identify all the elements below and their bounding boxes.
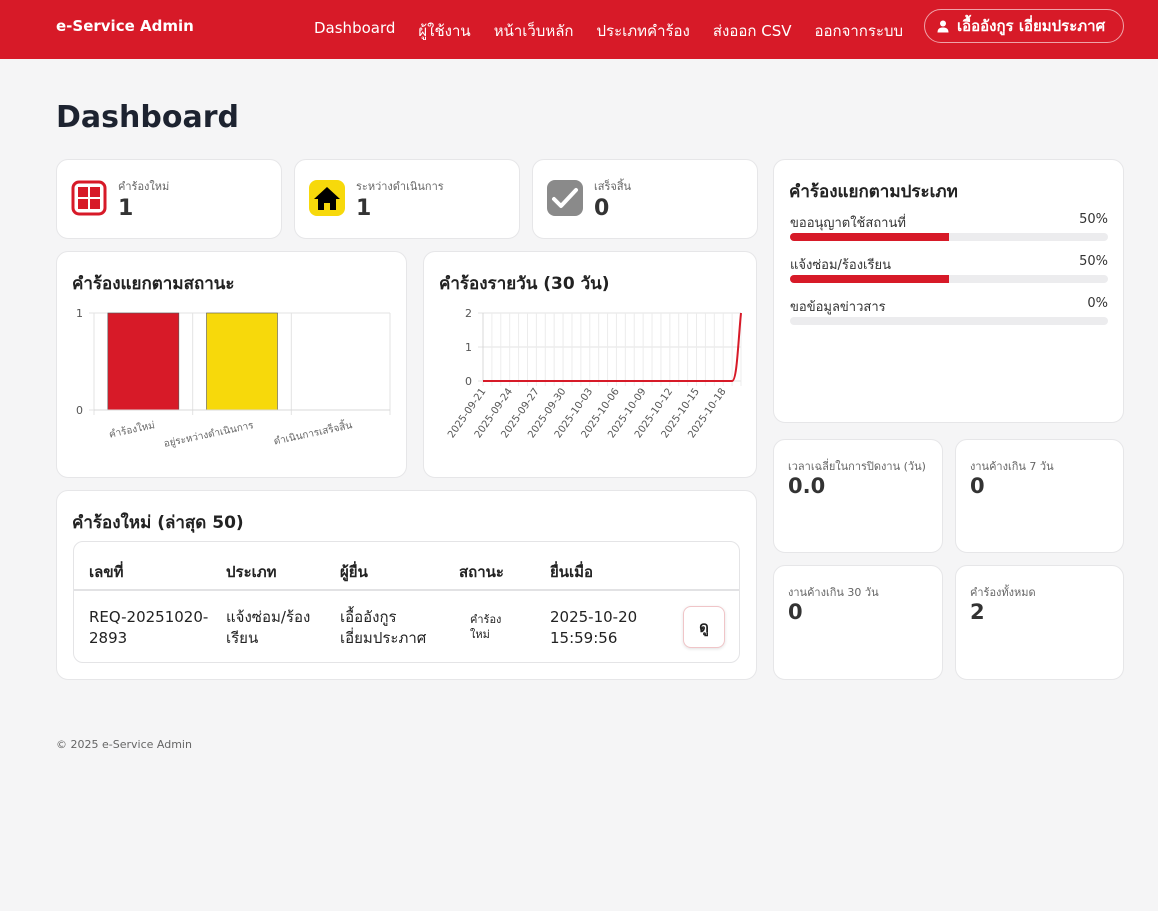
status-chart-title: คำร้องแยกตามสถานะ (72, 274, 235, 294)
category-name: ขอข้อมูลข่าวสาร (790, 300, 886, 315)
category-progress-track (790, 233, 1108, 241)
stat-label: คำร้องใหม่ (118, 180, 170, 193)
metric-value: 0 (970, 474, 985, 498)
metric-value: 0 (788, 600, 803, 624)
brand-logo-text[interactable]: e-Service Admin (56, 17, 194, 35)
metric-label: งานค้างเกิน 30 วัน (788, 586, 879, 599)
column-header-id[interactable]: เลขที่ (89, 563, 124, 581)
cell-type-line2: เรียน (226, 629, 259, 647)
y-tick-label: 2 (465, 307, 472, 320)
cell-submitter-line1: เอื้ออังกูร (340, 608, 397, 626)
grid-icon (71, 180, 107, 216)
cell-id-line1: REQ-20251020- (89, 608, 209, 626)
metric-label: คำร้องทั้งหมด (970, 586, 1036, 599)
category-progress-track (790, 275, 1108, 283)
stat-card-new: คำร้องใหม่ 1 (56, 159, 282, 239)
bar (206, 312, 278, 411)
user-menu-button[interactable]: เอื้ออังกูร เอี่ยมประภาศ (924, 9, 1124, 43)
cell-type: แจ้งซ่อม/ร้อง เรียน (226, 607, 310, 649)
nav-link-logout[interactable]: ออกจากระบบ (814, 22, 904, 40)
stat-value: 0 (594, 196, 610, 221)
categories-title: คำร้องแยกตามประเภท (789, 182, 958, 202)
stat-card-in-progress: ระหว่างดำเนินการ 1 (294, 159, 520, 239)
check-icon (547, 180, 583, 216)
daily-line-chart: 0122025-09-212025-09-242025-09-272025-09… (446, 307, 742, 440)
y-tick-label: 1 (76, 307, 83, 320)
cell-submitted-at: 2025-10-20 15:59:56 (550, 607, 637, 649)
x-tick-label: ดำเนินการเสร็จสิ้น (272, 417, 353, 447)
view-request-button[interactable]: ดู (683, 606, 725, 648)
y-tick-label: 0 (76, 404, 83, 417)
category-percent: 0% (1087, 296, 1108, 311)
category-name: แจ้งซ่อม/ร้องเรียน (790, 258, 891, 273)
category-progress-fill (790, 233, 949, 241)
y-tick-label: 0 (465, 375, 472, 388)
footer-copyright: © 2025 e-Service Admin (56, 738, 192, 751)
home-icon (309, 180, 345, 216)
metric-label: เวลาเฉลี่ยในการปิดงาน (วัน) (788, 460, 926, 473)
cell-id: REQ-20251020- 2893 (89, 607, 208, 649)
top-navbar: e-Service Admin Dashboard ผู้ใช้งาน หน้า… (0, 0, 1158, 59)
metric-card-avg-close: เวลาเฉลี่ยในการปิดงาน (วัน) 0.0 (773, 439, 943, 553)
daily-chart-card: คำร้องรายวัน (30 วัน) 0 1 2 2025-09-21 2025-… (423, 251, 757, 478)
metric-card-overdue-30: งานค้างเกิน 30 วัน 0 (773, 565, 943, 680)
column-header-submitted-at[interactable]: ยื่นเมื่อ (550, 563, 594, 581)
category-row: ขออนุญาตใช้สถานที่ 50% (790, 212, 1108, 241)
stat-card-done: เสร็จสิ้น 0 (532, 159, 758, 239)
cell-submitter-line2: เอี่ยมประภาศ (340, 629, 427, 647)
cell-id-line2: 2893 (89, 629, 128, 647)
cell-date-line2: 15:59:56 (550, 629, 618, 647)
nav-link-homepage[interactable]: หน้าเว็บหลัก (493, 22, 574, 40)
recent-requests-card: คำร้องใหม่ (ล่าสุด 50) เลขที่ ประเภท ผู้… (56, 490, 757, 680)
x-tick-label: อยู่ระหว่างดำเนินการ (163, 420, 255, 450)
bar (107, 312, 180, 411)
metric-value: 0.0 (788, 474, 826, 498)
cell-type-line1: แจ้งซ่อม/ร้อง (226, 608, 311, 626)
nav-link-export-csv[interactable]: ส่งออก CSV (712, 22, 792, 40)
column-header-type[interactable]: ประเภท (226, 563, 277, 581)
requests-table: เลขที่ ประเภท ผู้ยื่น สถานะ ยื่นเมื่อ RE… (73, 541, 740, 663)
category-name: ขออนุญาตใช้สถานที่ (790, 216, 906, 231)
recent-requests-title: คำร้องใหม่ (ล่าสุด 50) (72, 513, 244, 533)
stat-value: 1 (356, 196, 372, 221)
nav-link-dashboard[interactable]: Dashboard (314, 19, 396, 37)
category-percent: 50% (1079, 254, 1108, 269)
nav-link-request-types[interactable]: ประเภทคำร้อง (596, 22, 690, 40)
category-progress-fill (790, 275, 949, 283)
cell-status-line2: ใหม่ (470, 628, 490, 641)
nav-link-users[interactable]: ผู้ใช้งาน (418, 22, 471, 40)
stat-label: เสร็จสิ้น (594, 180, 632, 193)
metric-value: 2 (970, 600, 985, 624)
nav-links: Dashboard ผู้ใช้งาน หน้าเว็บหลัก ประเภทค… (314, 19, 926, 43)
x-tick-label: คำร้องใหม่ (108, 419, 156, 440)
metric-card-overdue-7: งานค้างเกิน 7 วัน 0 (955, 439, 1124, 553)
column-header-status[interactable]: สถานะ (459, 563, 504, 581)
page-title: Dashboard (56, 100, 239, 135)
stat-label: ระหว่างดำเนินการ (356, 180, 444, 193)
table-header-divider (74, 589, 739, 591)
y-tick-label: 1 (465, 341, 472, 354)
cell-status-badge: คำร้อง ใหม่ (470, 612, 501, 642)
daily-chart-title: คำร้องรายวัน (30 วัน) (439, 274, 610, 294)
category-row: แจ้งซ่อม/ร้องเรียน 50% (790, 254, 1108, 283)
status-bar-chart: 0 1 คำร้องใหม่ อยู่ระหว่างดำเนินการ ดำเนินกา… (76, 307, 391, 450)
cell-status-line1: คำร้อง (470, 613, 502, 626)
metric-card-total: คำร้องทั้งหมด 2 (955, 565, 1124, 680)
metric-label: งานค้างเกิน 7 วัน (970, 460, 1054, 473)
category-percent: 50% (1079, 212, 1108, 227)
column-header-submitter[interactable]: ผู้ยื่น (340, 563, 368, 581)
categories-card: คำร้องแยกตามประเภท ขออนุญาตใช้สถานที่ 50… (773, 159, 1124, 423)
user-name: เอื้ออังกูร เอี่ยมประภาศ (957, 17, 1106, 35)
status-chart-card: คำร้องแยกตามสถานะ 0 1 คำร้องใหม่ อยู่ระหว่า… (56, 251, 407, 478)
category-progress-track (790, 317, 1108, 325)
cell-date-line1: 2025-10-20 (550, 608, 638, 626)
stat-value: 1 (118, 196, 134, 221)
series-line (483, 312, 742, 382)
cell-submitter: เอื้ออังกูร เอี่ยมประภาศ (340, 607, 426, 649)
user-icon (937, 20, 949, 32)
category-row: ขอข้อมูลข่าวสาร 0% (790, 296, 1108, 325)
